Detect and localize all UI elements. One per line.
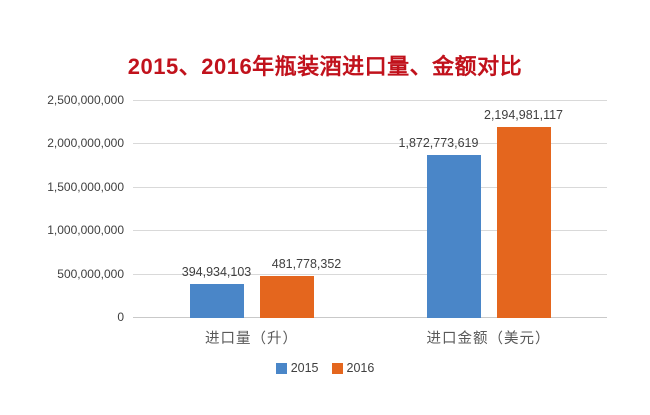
- legend-swatch-2015-icon: [275, 362, 287, 374]
- legend-label-2016: 2016: [346, 361, 375, 375]
- legend-swatch-2016-icon: [331, 362, 343, 374]
- x-axis-line: [133, 317, 607, 318]
- legend-item-2015: 2015: [275, 361, 319, 375]
- x-axis-label-import-volume: 进口量（升）: [205, 331, 298, 347]
- y-axis-tick-label: 0: [117, 310, 124, 324]
- bar-group: 1,872,773,619 2,194,981,117: [370, 100, 607, 318]
- bar-2015-category-1: 394,934,103: [182, 265, 251, 318]
- gridline: [133, 100, 607, 101]
- gridline: [133, 230, 607, 231]
- bar-value-label: 481,778,352: [271, 257, 342, 271]
- y-axis-tick-label: 1,000,000,000: [47, 223, 124, 237]
- x-axis-label-import-amount: 进口金额（美元）: [426, 331, 551, 347]
- bar-2015-category-2: 1,872,773,619: [399, 136, 481, 318]
- bar-2016-category-1: 481,778,352: [259, 257, 341, 318]
- bar-value-label: 1,872,773,619: [398, 135, 479, 150]
- gridline: [133, 187, 607, 188]
- y-axis-tick-label: 2,500,000,000: [47, 93, 124, 107]
- legend-label-2015: 2015: [290, 361, 319, 375]
- y-axis-tick-label: 500,000,000: [57, 267, 124, 281]
- y-axis-tick-label: 2,000,000,000: [47, 136, 124, 150]
- bar-2016-category-2: 2,194,981,117: [484, 108, 563, 318]
- x-axis: 进口量（升） 进口金额（美元）: [133, 327, 607, 348]
- gridline: [133, 274, 607, 275]
- plot-area: 2,500,000,000 2,000,000,000 1,500,000,000 1…: [47, 93, 607, 324]
- legend: 2015 2016: [0, 361, 650, 375]
- bar-value-label: 394,934,103: [181, 264, 252, 279]
- y-axis-tick-label: 1,500,000,000: [47, 180, 124, 194]
- chart-title: 2015、2016年瓶装酒进口量、金额对比: [127, 54, 523, 79]
- bar-value-label: 2,194,981,117: [483, 107, 564, 122]
- legend-item-2016: 2016: [331, 361, 375, 375]
- gridline: [133, 143, 607, 144]
- bar-group: 394,934,103 481,778,352: [133, 100, 370, 318]
